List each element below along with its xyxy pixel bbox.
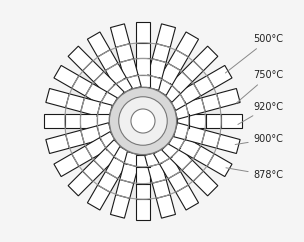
Polygon shape — [162, 46, 218, 102]
Polygon shape — [46, 123, 112, 153]
Polygon shape — [168, 65, 232, 110]
Polygon shape — [136, 155, 150, 220]
Polygon shape — [54, 132, 117, 177]
Polygon shape — [46, 89, 112, 119]
Polygon shape — [168, 132, 232, 177]
Circle shape — [131, 109, 155, 133]
Text: 878°C: 878°C — [226, 168, 284, 180]
Polygon shape — [145, 24, 175, 90]
Polygon shape — [88, 32, 132, 95]
Polygon shape — [177, 114, 242, 128]
Text: 750°C: 750°C — [236, 70, 284, 103]
Polygon shape — [136, 22, 150, 87]
Polygon shape — [154, 32, 199, 95]
Polygon shape — [174, 123, 240, 153]
Polygon shape — [162, 140, 218, 196]
Polygon shape — [68, 140, 124, 196]
Text: 500°C: 500°C — [225, 34, 284, 73]
Text: 920°C: 920°C — [238, 102, 284, 124]
Polygon shape — [44, 114, 109, 128]
Polygon shape — [174, 89, 240, 119]
Polygon shape — [154, 147, 199, 210]
Polygon shape — [88, 147, 132, 210]
Polygon shape — [110, 152, 141, 218]
Polygon shape — [145, 152, 175, 218]
Circle shape — [64, 42, 222, 200]
Circle shape — [109, 87, 177, 155]
Text: 900°C: 900°C — [235, 134, 284, 144]
Polygon shape — [110, 24, 141, 90]
Circle shape — [119, 97, 167, 145]
Polygon shape — [68, 46, 124, 102]
Polygon shape — [54, 65, 117, 110]
